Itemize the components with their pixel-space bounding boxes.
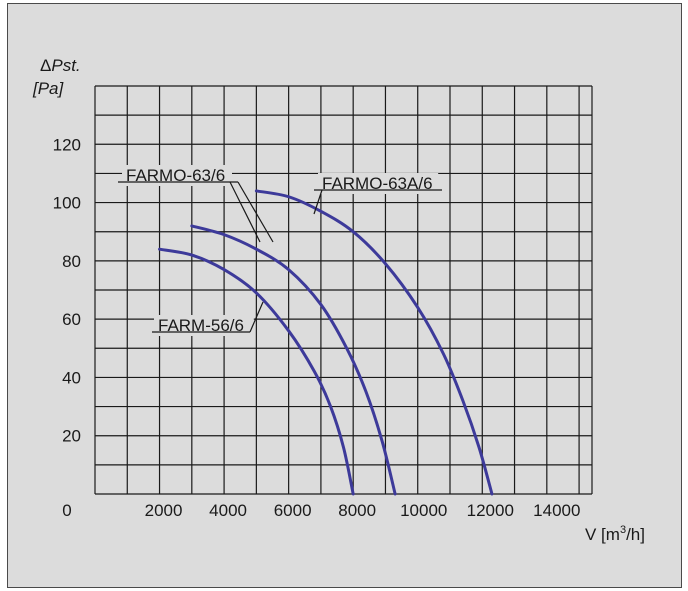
y-tick-label: 100 — [53, 194, 81, 213]
x-tick-label: 4000 — [209, 501, 247, 520]
chart-panel — [7, 3, 682, 588]
y-tick-label: 20 — [62, 427, 81, 446]
x-axis-label: V [m3/h] — [585, 524, 645, 544]
series-label: FARMO-63A/6 — [322, 174, 433, 193]
series-label: FARMO-63/6 — [126, 166, 225, 185]
y-axis-label-top: ΔPst. — [40, 56, 81, 75]
x-tick-label: 0 — [62, 501, 71, 520]
y-tick-label: 40 — [62, 368, 81, 387]
x-tick-label: 10000 — [400, 501, 447, 520]
x-tick-label: 6000 — [274, 501, 312, 520]
annotation-leader — [229, 181, 261, 243]
y-axis-label-unit: [Pa] — [32, 79, 65, 98]
chart-grid — [94, 85, 593, 495]
series-line — [190, 224, 397, 496]
annotation-leader — [313, 189, 323, 215]
x-tick-label: 2000 — [145, 501, 183, 520]
annotation-leader — [237, 181, 274, 243]
x-tick-label: 12000 — [467, 501, 514, 520]
y-tick-label: 60 — [62, 310, 81, 329]
series-label: FARM-56/6 — [158, 316, 244, 335]
curve-annotations: FARMO-63/6 FARMO-63A/6 FARM-56/6 — [118, 165, 442, 336]
y-tick-label: 80 — [62, 252, 81, 271]
annotation-background — [122, 165, 232, 186]
x-tick-label: 14000 — [533, 501, 580, 520]
series-line — [158, 247, 355, 496]
annotation-leader — [249, 301, 264, 333]
annotation-background — [154, 315, 254, 336]
annotation-background — [318, 173, 439, 194]
y-tick-label: 120 — [53, 135, 81, 154]
tick-labels: 0 2000 4000 6000 8000 10000 12000 14000 20 40 60 80… — [53, 135, 581, 520]
fan-curves — [158, 189, 494, 496]
series-line — [254, 189, 494, 496]
x-tick-label: 8000 — [338, 501, 376, 520]
